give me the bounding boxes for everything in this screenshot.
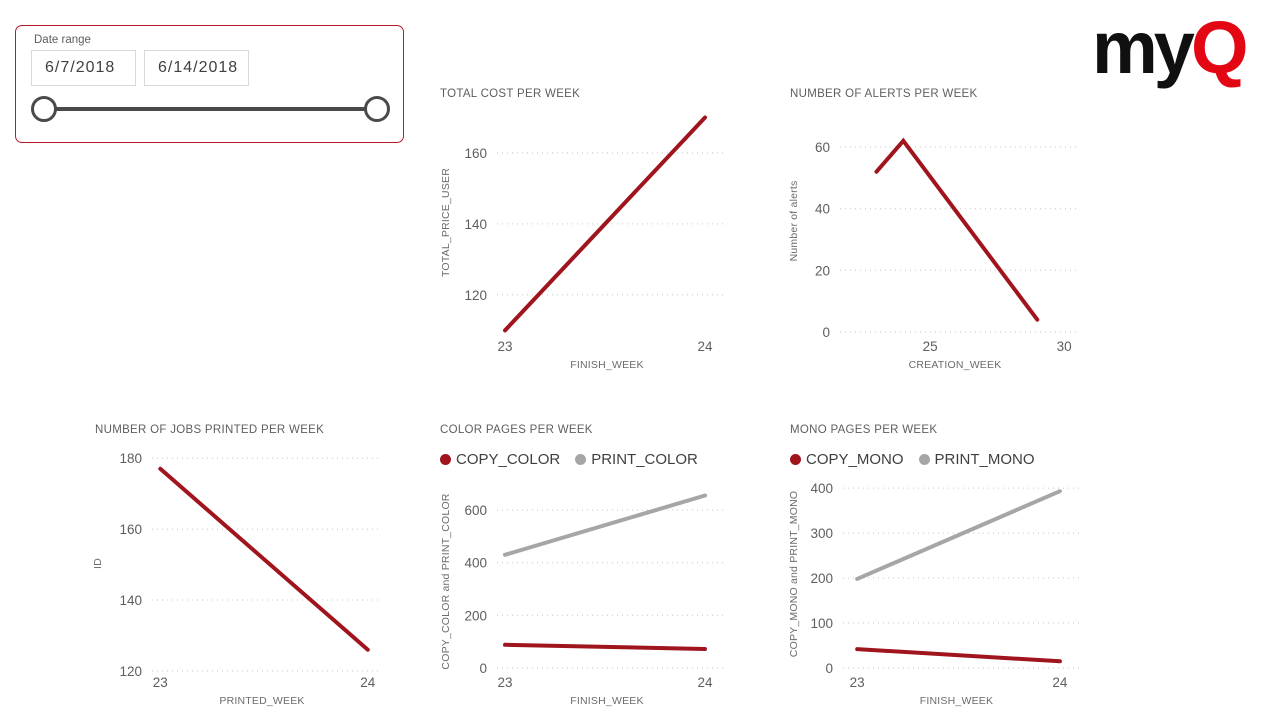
end-date-input[interactable]	[144, 50, 249, 86]
y-tick-label: 0	[479, 661, 487, 676]
legend-dot-copy-mono	[790, 454, 801, 465]
x-tick-label: 23	[153, 675, 168, 690]
series-line-jobs	[158, 466, 370, 652]
y-tick-label: 140	[464, 217, 487, 232]
x-tick-label: 24	[360, 675, 376, 690]
y-tick-label: 60	[815, 140, 830, 155]
x-tick-label: 24	[697, 339, 713, 354]
y-axis-title: COPY_COLOR and PRINT_COLOR	[440, 493, 452, 669]
y-axis-title: ID	[92, 558, 104, 569]
x-tick-label: 24	[1052, 675, 1068, 690]
series-line-alerts	[874, 137, 1040, 322]
x-tick-label: 23	[497, 675, 512, 690]
logo-text-q: Q	[1190, 6, 1249, 89]
chart-mono-pages-per-week: MONO PAGES PER WEEK COPY_MONO PRINT_MONO…	[785, 415, 1085, 720]
legend-item-copy-mono: COPY_MONO	[790, 451, 904, 468]
legend-item-copy-color: COPY_COLOR	[440, 451, 560, 468]
date-slider-handle-start[interactable]	[31, 96, 57, 122]
slicer-label: Date range	[34, 34, 91, 46]
x-tick-label: 24	[697, 675, 713, 690]
x-axis-title: FINISH_WEEK	[570, 695, 643, 707]
chart-total-cost-per-week: TOTAL COST PER WEEK 120 140 160 23 24 FINISH_…	[435, 85, 745, 385]
y-axis-title: Number of alerts	[788, 181, 800, 262]
y-tick-label: 200	[464, 608, 487, 623]
date-slider-handle-end[interactable]	[364, 96, 390, 122]
chart-number-of-alerts-per-week: NUMBER OF ALERTS PER WEEK 0 20 40 60 25 30 CRE…	[785, 85, 1085, 385]
start-date-input[interactable]	[31, 50, 136, 86]
y-tick-label: 400	[464, 556, 487, 571]
x-axis-title: CREATION_WEEK	[909, 359, 1002, 371]
legend-label: PRINT_COLOR	[591, 451, 698, 468]
legend-label: COPY_MONO	[806, 451, 904, 468]
x-tick-label: 23	[497, 339, 512, 354]
date-slider-rail[interactable]	[44, 107, 377, 111]
series-line-PRINT_COLOR	[503, 493, 707, 557]
y-tick-label: 200	[810, 571, 833, 586]
x-axis-title: FINISH_WEEK	[570, 359, 643, 371]
y-tick-label: 100	[810, 616, 833, 631]
chart-legend: COPY_MONO PRINT_MONO	[790, 451, 1035, 468]
line-plot[interactable]: 120 140 160 180 23 24 PRINTED_WEEK ID	[85, 415, 395, 720]
series-line-COPY_MONO	[855, 647, 1062, 664]
x-tick-label: 25	[923, 339, 938, 354]
chart-title: NUMBER OF JOBS PRINTED PER WEEK	[95, 424, 325, 436]
series-line-total-cost	[503, 115, 707, 333]
x-tick-label: 30	[1057, 339, 1072, 354]
y-tick-label: 600	[464, 503, 487, 518]
chart-title: TOTAL COST PER WEEK	[440, 88, 581, 100]
series-line-PRINT_MONO	[855, 489, 1062, 581]
y-tick-label: 180	[119, 451, 142, 466]
y-tick-label: 160	[119, 522, 142, 537]
x-tick-label: 23	[850, 675, 865, 690]
y-tick-label: 120	[119, 664, 142, 679]
y-tick-label: 400	[810, 481, 833, 496]
legend-dot-copy-color	[440, 454, 451, 465]
legend-label: PRINT_MONO	[934, 451, 1035, 468]
y-tick-label: 160	[464, 146, 487, 161]
line-plot[interactable]: 0 100 200 300 400 23 24 FINISH_WEEK COPY_MONO an…	[785, 415, 1085, 720]
date-range-slicer: Date range	[15, 25, 404, 143]
legend-label: COPY_COLOR	[456, 451, 561, 468]
legend-dot-print-mono	[918, 454, 930, 465]
legend-dot-print-color	[575, 454, 587, 465]
y-axis-title: COPY_MONO and PRINT_MONO	[788, 491, 800, 657]
line-plot[interactable]: 0 200 400 600 23 24 FINISH_WEEK COPY_COLOR and …	[435, 415, 745, 720]
line-plot[interactable]: 120 140 160 23 24 FINISH_WEEK TOTAL_PRICE_USER	[435, 85, 745, 385]
x-axis-title: PRINTED_WEEK	[219, 695, 304, 707]
myq-logo: myQ	[1092, 0, 1249, 96]
chart-title: MONO PAGES PER WEEK	[790, 424, 938, 436]
legend-item-print-color: PRINT_COLOR	[575, 451, 698, 468]
logo-text-my: my	[1092, 6, 1195, 89]
line-plot[interactable]: 0 20 40 60 25 30 CREATION_WEEK Number of alerts	[785, 85, 1085, 385]
x-axis-title: FINISH_WEEK	[920, 695, 993, 707]
series-line-COPY_COLOR	[503, 642, 707, 651]
y-tick-label: 140	[119, 593, 142, 608]
y-tick-label: 0	[822, 325, 830, 340]
y-tick-label: 120	[464, 288, 487, 303]
chart-color-pages-per-week: COLOR PAGES PER WEEK COPY_COLOR PRINT_CO…	[435, 415, 745, 720]
y-tick-label: 300	[810, 526, 833, 541]
y-tick-label: 20	[815, 263, 830, 278]
chart-title: NUMBER OF ALERTS PER WEEK	[790, 88, 978, 100]
chart-legend: COPY_COLOR PRINT_COLOR	[440, 451, 698, 468]
y-tick-label: 0	[825, 661, 833, 676]
chart-title: COLOR PAGES PER WEEK	[440, 424, 593, 436]
chart-number-of-jobs-printed-per-week: NUMBER OF JOBS PRINTED PER WEEK 120 140 16…	[85, 415, 395, 720]
legend-item-print-mono: PRINT_MONO	[918, 451, 1035, 468]
y-axis-title: TOTAL_PRICE_USER	[440, 168, 452, 277]
y-tick-label: 40	[815, 202, 830, 217]
